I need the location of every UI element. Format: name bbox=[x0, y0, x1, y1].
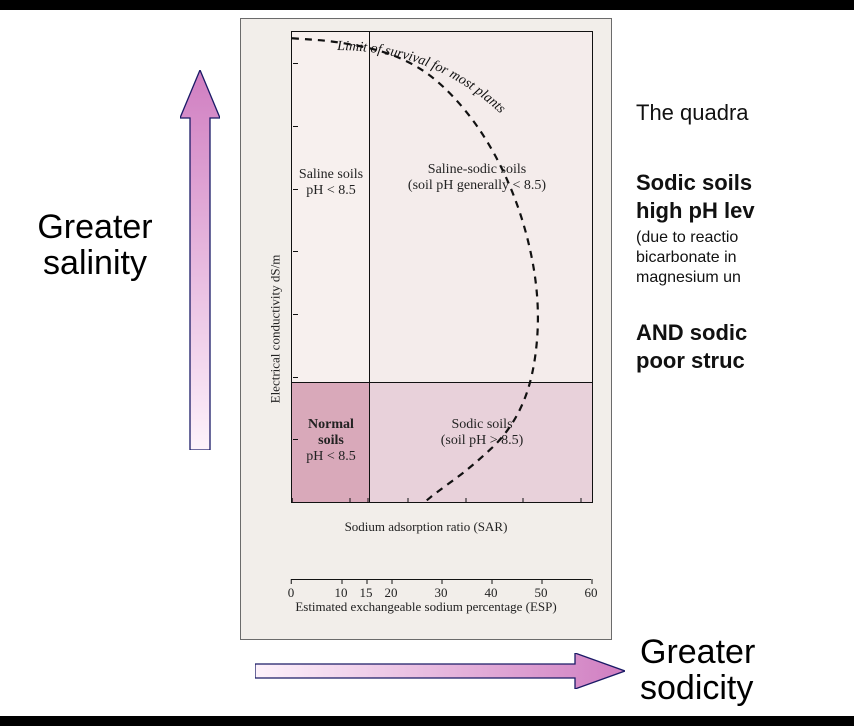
left-axis-caption-1: Greater bbox=[37, 208, 152, 246]
esp-tick: 30 bbox=[435, 579, 448, 601]
up-arrow-icon bbox=[180, 70, 220, 450]
x-tick: 0 bbox=[291, 502, 295, 503]
bottom-axis-caption-1: Greater bbox=[640, 633, 755, 671]
right-text-5: bicarbonate in bbox=[636, 248, 854, 268]
esp-tick: 60 bbox=[585, 579, 598, 601]
esp-tick: 20 bbox=[385, 579, 398, 601]
frame-bottom bbox=[0, 716, 854, 726]
frame-top bbox=[0, 0, 854, 10]
y-tick: 2 bbox=[291, 431, 292, 447]
left-axis-caption: Greater salinity bbox=[10, 210, 180, 281]
esp-axis-label: Estimated exchangeable sodium percentage… bbox=[295, 599, 556, 615]
x-tick: 10 bbox=[343, 502, 356, 503]
right-text-1: The quadra bbox=[636, 100, 854, 126]
right-arrow-icon bbox=[255, 653, 625, 689]
x-axis-label: Sodium adsorption ratio (SAR) bbox=[345, 519, 508, 535]
svg-text:Limit of survival for most pla: Limit of survival for most plants bbox=[336, 39, 508, 117]
x-tick: 40 bbox=[516, 502, 529, 503]
right-text-6: magnesium un bbox=[636, 268, 854, 288]
left-axis-caption-2: salinity bbox=[43, 244, 147, 282]
y-tick: 6 bbox=[291, 306, 292, 322]
right-text-2: Sodic soils bbox=[636, 170, 854, 196]
x-tick: 30 bbox=[459, 502, 472, 503]
x-tick: 50 bbox=[574, 502, 587, 503]
y-tick: 12 bbox=[291, 118, 292, 134]
y-tick: 8 bbox=[291, 243, 292, 259]
esp-tick: 10 bbox=[335, 579, 348, 601]
right-text-8: poor struc bbox=[636, 348, 854, 374]
bottom-axis-caption: Greater sodicity bbox=[640, 635, 755, 706]
soil-classification-chart: Saline soils pH < 8.5 Saline-sodic soils… bbox=[240, 18, 612, 640]
survival-caption: Limit of survival for most plants bbox=[292, 32, 592, 502]
bottom-axis-caption-2: sodicity bbox=[640, 669, 753, 707]
esp-tick: 15 bbox=[360, 579, 373, 601]
y-axis-label: Electrical conductivity dS/m bbox=[267, 255, 283, 404]
right-text-4: (due to reactio bbox=[636, 228, 854, 248]
y-tick: 10 bbox=[291, 181, 292, 197]
plot-area: Saline soils pH < 8.5 Saline-sodic soils… bbox=[291, 31, 593, 503]
y-tick: 4 bbox=[291, 369, 292, 385]
y-tick: 14 bbox=[291, 55, 292, 71]
right-text-7: AND sodic bbox=[636, 320, 854, 346]
x-tick: 13 bbox=[361, 502, 374, 503]
esp-tick: 50 bbox=[535, 579, 548, 601]
esp-axis: 010152030405060 bbox=[291, 579, 591, 580]
right-text-3: high pH lev bbox=[636, 198, 854, 224]
x-tick: 20 bbox=[401, 502, 414, 503]
esp-tick: 0 bbox=[288, 579, 295, 601]
esp-tick: 40 bbox=[485, 579, 498, 601]
